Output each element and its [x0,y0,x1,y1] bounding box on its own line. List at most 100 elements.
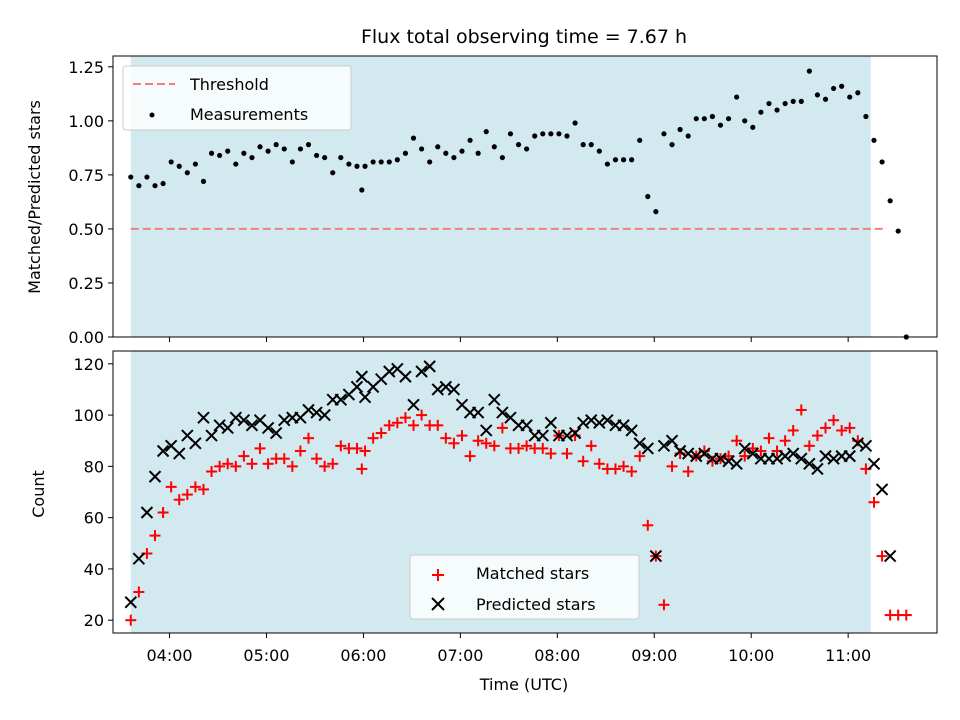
measurement-point [524,146,529,151]
y-tick-label: 80 [84,457,104,476]
measurement-point [443,151,448,156]
measurement-point [298,146,303,151]
predicted-star-point [877,484,888,495]
measurement-point [201,179,206,184]
measurement-point [249,155,254,160]
measurement-point [419,146,424,151]
measurement-point [282,146,287,151]
measurement-point [476,151,481,156]
y-tick-label: 20 [84,611,104,630]
bottom-legend: Matched stars Predicted stars [410,555,639,619]
measurement-point [807,69,812,74]
measurement-point [750,125,755,130]
measurement-point [686,133,691,138]
measurement-point [266,149,271,154]
measurement-point [354,164,359,169]
y-tick-label: 60 [84,509,104,528]
y-tick-label: 0.25 [68,274,104,293]
measurement-point [589,142,594,147]
measurement-point [274,142,279,147]
top-x-ticks [170,337,849,342]
y-tick-label: 1.25 [68,58,104,77]
measurement-point [362,164,367,169]
measurement-point [330,170,335,175]
measurement-point [678,127,683,132]
measurement-point [694,116,699,121]
measurement-point [233,161,238,166]
measurement-point [338,155,343,160]
measurement-point [564,133,569,138]
measurement-point [629,157,634,162]
measurement-point [306,142,311,147]
measurement-point [217,153,222,158]
legend-measurements-label: Measurements [190,105,308,124]
measurement-point [411,136,416,141]
y-tick-label: 0.00 [68,328,104,347]
x-tick-label: 06:00 [340,646,386,665]
measurement-point [896,228,901,233]
measurement-point [839,84,844,89]
measurement-point [169,159,174,164]
measurement-point [516,142,521,147]
measurement-point [128,174,133,179]
top-legend: Threshold Measurements [123,66,351,130]
measurement-point [888,198,893,203]
measurement-point [241,151,246,156]
figure: Flux total observing time = 7.67 h 0.000… [0,0,960,720]
matched-star-point [901,610,912,621]
measurement-point [395,157,400,162]
measurement-point [500,155,505,160]
y-tick-label: 40 [84,560,104,579]
x-tick-label: 07:00 [437,646,483,665]
measurement-point [791,99,796,104]
measurement-point [742,118,747,123]
x-axis-label: Time (UTC) [479,675,568,694]
measurement-point [871,138,876,143]
measurement-point [540,131,545,136]
measurement-point [637,138,642,143]
measurement-point [783,101,788,106]
measurement-point [823,97,828,102]
measurement-point [508,131,513,136]
measurement-point [653,209,658,214]
legend-threshold-label: Threshold [189,75,269,94]
y-tick-label: 0.50 [68,220,104,239]
y-tick-label: 0.75 [68,166,104,185]
measurement-point [177,164,182,169]
measurement-point [387,159,392,164]
measurement-point [605,161,610,166]
measurement-point [645,194,650,199]
measurement-point [718,123,723,128]
x-tick-label: 05:00 [243,646,289,665]
measurement-point [710,114,715,119]
measurement-point [459,149,464,154]
measurement-point [799,99,804,104]
legend-matched-label: Matched stars [476,564,589,583]
measurement-point [314,153,319,158]
measurement-point [597,149,602,154]
measurement-point [484,129,489,134]
measurement-point [548,131,553,136]
top-y-ticks: 0.00 0.25 0.50 0.75 1.00 1.25 [68,58,113,347]
x-tick-label: 11:00 [825,646,871,665]
measurement-point [532,133,537,138]
measurement-point [702,116,707,121]
measurement-point [613,157,618,162]
measurement-point [209,151,214,156]
measurement-point [144,174,149,179]
measurement-point [160,181,165,186]
measurement-point [322,155,327,160]
measurement-point [726,116,731,121]
measurement-point [257,144,262,149]
measurement-point [669,142,674,147]
measurement-point [863,114,868,119]
measurement-point [855,90,860,95]
measurement-point [879,159,884,164]
measurement-point [290,159,295,164]
measurement-point [621,157,626,162]
measurement-point [492,144,497,149]
measurement-point [766,101,771,106]
measurement-point [572,120,577,125]
measurement-point [815,92,820,97]
x-tick-label: 09:00 [631,646,677,665]
